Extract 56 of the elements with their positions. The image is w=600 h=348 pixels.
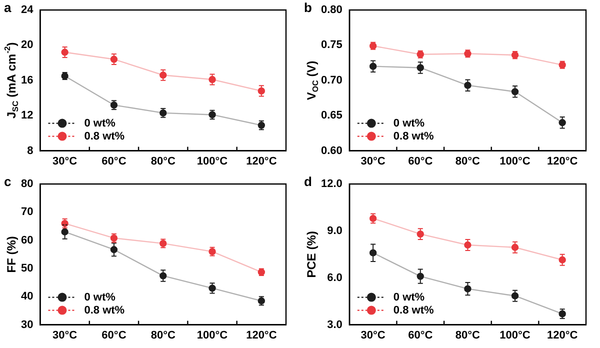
legend-label: 0.8 wt%	[393, 304, 434, 316]
y-tick-label: 80	[20, 178, 34, 190]
x-tick-label: 80°C	[455, 329, 480, 342]
y-tick-label: 50	[20, 262, 34, 275]
x-tick-label: 60°C	[102, 155, 126, 168]
x-tick-label: 80°C	[455, 155, 480, 168]
y-tick-label: 0.60	[320, 144, 342, 157]
y-tick-label: 0.65	[320, 110, 342, 122]
y-tick-label: 20	[20, 39, 34, 52]
y-tick-label: 60	[20, 234, 34, 246]
x-tick-label: 30°C	[360, 329, 386, 342]
x-tick-label: 100°C	[196, 329, 228, 342]
x-tick-label: 100°C	[500, 329, 530, 342]
chart-title: c	[4, 174, 12, 190]
chart-title: d	[304, 174, 312, 190]
x-tick-label: 120°C	[246, 329, 277, 342]
x-tick-label: 100°C	[196, 155, 228, 168]
y-axis-title: PCE (%)	[304, 231, 318, 278]
x-tick-label: 120°C	[546, 329, 578, 342]
y-tick-label: 0.80	[320, 4, 342, 16]
y-tick-label: 8	[27, 144, 34, 157]
x-tick-label: 30°C	[52, 329, 78, 342]
y-tick-label: 70	[20, 206, 34, 218]
legend-label: 0.8 wt%	[84, 130, 125, 142]
legend-label: 0 wt%	[393, 291, 425, 304]
x-tick-label: 120°C	[546, 155, 578, 168]
legend-label: 0 wt%	[84, 117, 116, 130]
x-tick-label: 120°C	[246, 155, 277, 168]
y-tick-label: 12	[20, 110, 34, 122]
x-tick-label: 100°C	[500, 155, 530, 168]
chart-title: a	[4, 0, 12, 16]
x-tick-label: 30°C	[360, 155, 386, 168]
y-tick-label: 24	[20, 4, 34, 16]
legend-label: 0 wt%	[393, 117, 425, 130]
y-axis-title: JSC (mA cm-2)	[3, 42, 20, 119]
legend-label: 0.8 wt%	[84, 304, 125, 316]
y-tick-label: 30	[20, 318, 34, 331]
x-tick-label: 80°C	[150, 155, 176, 168]
y-tick-label: 12.0	[320, 178, 342, 190]
x-tick-label: 60°C	[102, 329, 126, 342]
x-tick-label: 30°C	[52, 155, 78, 168]
y-axis-title: VOC (V)	[304, 60, 320, 100]
x-tick-label: 60°C	[408, 329, 433, 342]
x-tick-label: 60°C	[408, 155, 433, 168]
x-tick-label: 80°C	[150, 329, 176, 342]
chart-title: b	[304, 0, 312, 16]
y-tick-label: 3.0	[327, 318, 342, 331]
legend-label: 0.8 wt%	[393, 130, 434, 142]
legend-label: 0 wt%	[84, 291, 116, 304]
y-tick-label: 0.70	[320, 74, 342, 86]
y-axis-title: FF (%)	[4, 236, 18, 273]
y-tick-label: 9.0	[327, 224, 342, 237]
y-tick-label: 40	[20, 290, 34, 303]
y-tick-label: 0.75	[320, 39, 342, 52]
y-tick-label: 6.0	[327, 272, 342, 284]
y-tick-label: 16	[20, 74, 34, 86]
